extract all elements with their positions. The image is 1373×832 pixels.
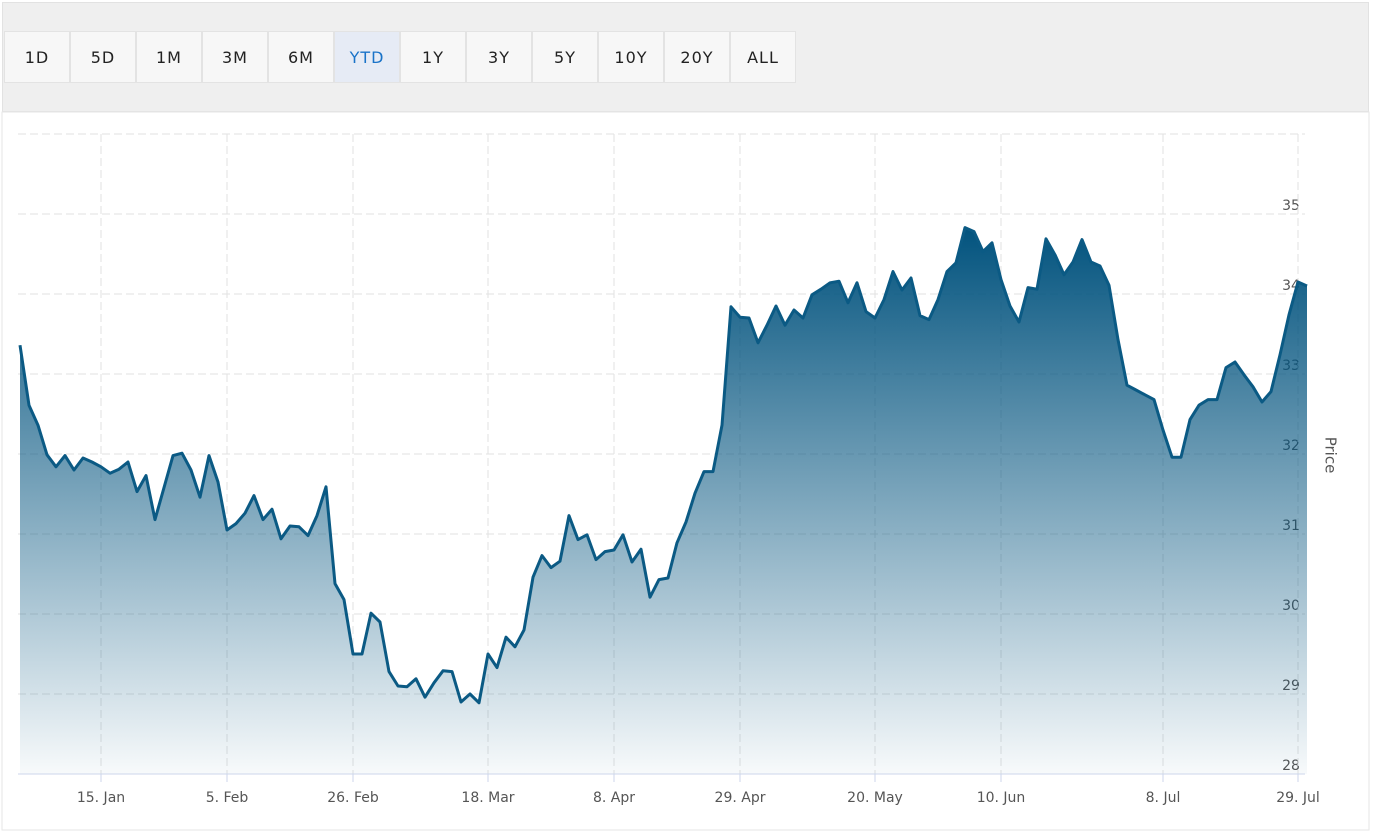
range-toolbar: 1D 5D 1M 3M 6M YTD 1Y 3Y 5Y 10Y 20Y ALL (2, 2, 1369, 112)
range-button[interactable]: 1Y (400, 31, 466, 83)
range-button[interactable]: 5D (70, 31, 136, 83)
x-tick-label: 8. Apr (593, 790, 635, 806)
x-tick-label: 15. Jan (77, 790, 125, 806)
range-button[interactable]: 1D (4, 31, 70, 83)
x-tick-label: 29. Jul (1276, 790, 1320, 806)
x-tick-label: 26. Feb (327, 790, 379, 806)
x-tick-label: 8. Jul (1146, 790, 1181, 806)
range-button[interactable]: 6M (268, 31, 334, 83)
y-tick-label: 35 (1282, 198, 1300, 214)
range-button[interactable]: 3M (202, 31, 268, 83)
range-button[interactable]: ALL (730, 31, 796, 83)
range-button[interactable]: 10Y (598, 31, 664, 83)
range-button[interactable]: 20Y (664, 31, 730, 83)
range-button[interactable]: 5Y (532, 31, 598, 83)
x-tick-label: 20. May (847, 790, 903, 806)
range-button[interactable]: 1M (136, 31, 202, 83)
price-line (18, 226, 1308, 705)
area-fill (20, 227, 1307, 775)
chart-frame (1, 111, 1370, 831)
x-tick-label: 10. Jun (977, 790, 1026, 806)
x-tick-label: 5. Feb (206, 790, 249, 806)
y-axis-title: Price (1322, 437, 1340, 474)
range-button[interactable]: YTD (334, 31, 400, 83)
range-button[interactable]: 3Y (466, 31, 532, 83)
x-tick-label: 29. Apr (715, 790, 766, 806)
x-tick-label: 18. Mar (461, 790, 514, 806)
